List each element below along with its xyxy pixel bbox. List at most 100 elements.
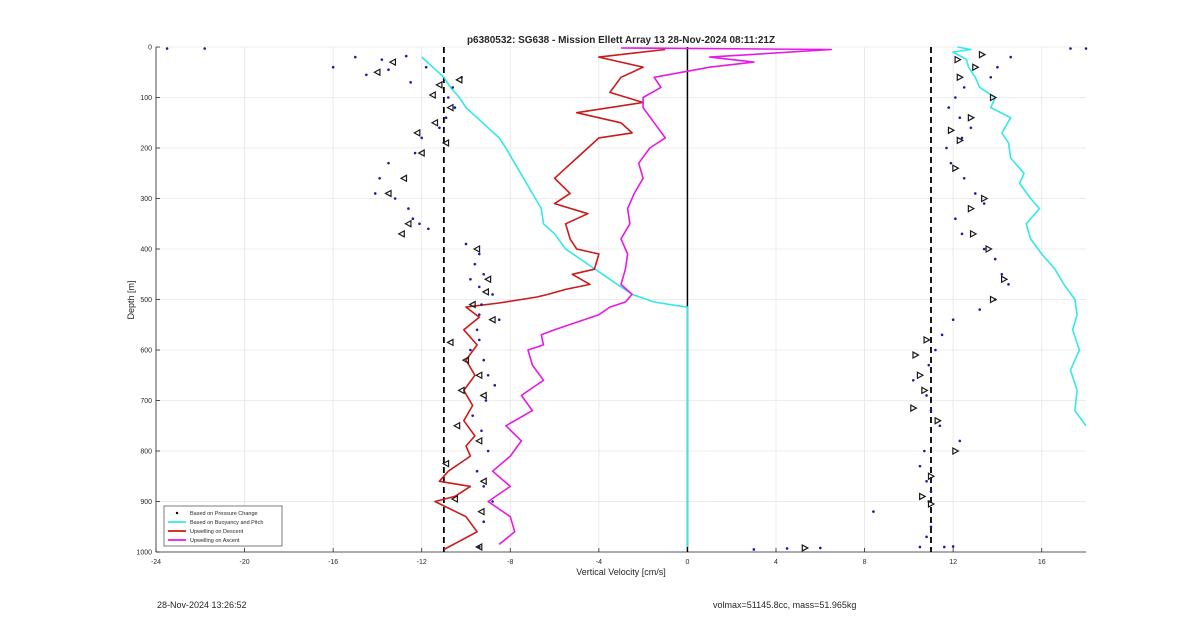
legend-label: Based on Pressure Change <box>190 511 258 517</box>
x-axis-label: Vertical Velocity [cm/s] <box>576 567 666 577</box>
pressure-point <box>752 548 756 551</box>
descent-marker <box>446 338 454 347</box>
pressure-point <box>942 545 946 549</box>
pressure-point <box>393 197 397 200</box>
pressure-point <box>1007 283 1010 286</box>
pressure-point <box>482 520 486 523</box>
descent-marker <box>483 275 492 284</box>
descent-marker <box>479 477 487 486</box>
ascent-marker <box>954 55 962 64</box>
ascent-marker <box>967 113 976 122</box>
y-tick-label: 600 <box>140 348 152 355</box>
pressure-point <box>427 227 430 231</box>
pressure-point <box>1069 47 1072 50</box>
x-tick-label: -24 <box>151 559 161 566</box>
pressure-point <box>962 86 966 89</box>
y-tick-label: 300 <box>140 196 152 203</box>
descent-marker <box>475 542 483 551</box>
pressure-point <box>424 65 428 69</box>
pressure-point <box>493 384 497 387</box>
x-tick-label: 8 <box>863 559 867 566</box>
ascent-marker <box>989 295 998 304</box>
pressure-point <box>785 547 789 550</box>
axes: -24 -20 -16 -12 -8 -4 0 4 8 12 16 0 100 200 300 400 500 6… <box>136 45 1086 566</box>
pressure-point <box>484 399 488 402</box>
ascent-marker <box>927 500 936 509</box>
y-axis-label: Depth [m] <box>126 280 136 319</box>
descent-marker <box>397 229 405 238</box>
pressure-point <box>464 242 468 246</box>
pressure-point <box>925 394 928 397</box>
pressure-point <box>365 73 368 77</box>
pressure-point <box>387 68 390 72</box>
ascent-marker <box>967 204 976 213</box>
pressure-point <box>951 318 955 322</box>
y-tick-label: 900 <box>140 499 152 506</box>
pressure-point <box>934 348 937 352</box>
y-tick-label: 500 <box>140 297 152 304</box>
chart-title: p6380532: SG638 - Mission Ellett Array 1… <box>467 35 775 46</box>
descent-marker <box>452 421 461 430</box>
ascent-marker <box>912 351 920 360</box>
pressure-point <box>1009 55 1013 59</box>
pressure-point <box>409 81 412 84</box>
y-tick-label: 100 <box>140 95 152 102</box>
upwelling-on-descent-line <box>434 48 666 551</box>
y-tick-label: 800 <box>140 449 152 456</box>
descent-marker <box>461 356 470 365</box>
descent-marker <box>388 58 397 67</box>
y-tick-label: 400 <box>140 247 152 254</box>
based-on-pressure-change-points <box>165 47 501 549</box>
legend-label: Upwelling on Ascent <box>190 538 240 544</box>
ascent-marker <box>969 229 978 238</box>
pressure-point <box>411 217 415 220</box>
pressure-point <box>477 252 481 256</box>
ascent-marker <box>923 335 931 344</box>
y-tick-label: 0 <box>148 45 152 52</box>
descent-marker <box>404 219 412 228</box>
descent-marker <box>430 118 439 127</box>
pressure-point <box>911 379 915 382</box>
pressure-point <box>486 449 490 453</box>
pressure-point <box>923 449 926 453</box>
pressure-point <box>818 546 822 550</box>
pressure-point <box>982 247 986 251</box>
pressure-point <box>954 96 957 99</box>
based-on-buoyancy-and-pitch-line <box>952 46 1087 427</box>
pressure-point <box>473 262 477 266</box>
legend: Based on Pressure Change Based on Buoyanc… <box>163 505 283 547</box>
pressure-point <box>1000 272 1004 276</box>
descent-marker <box>399 174 408 183</box>
pressure-point <box>387 161 390 165</box>
descent-marker <box>446 103 454 112</box>
pressure-point <box>380 58 384 61</box>
pressure-point <box>486 373 490 377</box>
ascent-marker <box>927 472 936 481</box>
descent-marker <box>488 315 496 324</box>
pressure-point <box>918 545 922 549</box>
pressure-point <box>918 464 922 468</box>
x-tick-label: -20 <box>240 559 250 566</box>
footer-timestamp: 28-Nov-2024 13:26:52 <box>157 600 247 610</box>
pressure-point <box>491 293 494 296</box>
series-group <box>165 46 1088 551</box>
pressure-point <box>413 151 417 155</box>
descent-marker <box>435 80 443 89</box>
descent-marker <box>413 128 421 137</box>
pressure-point <box>353 55 357 59</box>
legend-swatch-dot <box>175 511 179 515</box>
descent-marker <box>477 507 485 516</box>
ascent-marker <box>989 93 998 102</box>
x-tick-label: -12 <box>417 559 427 566</box>
descent-marker <box>455 75 463 84</box>
pressure-point <box>482 358 486 362</box>
pressure-point <box>475 469 479 473</box>
pressure-point <box>451 86 455 89</box>
pressure-point <box>418 222 421 226</box>
legend-label: Upwelling on Descent <box>190 529 244 535</box>
ascent-marker <box>952 446 960 456</box>
pressure-point <box>331 65 335 69</box>
pressure-point <box>471 414 474 417</box>
ascent-marker <box>985 244 993 254</box>
pressure-point <box>947 106 951 109</box>
